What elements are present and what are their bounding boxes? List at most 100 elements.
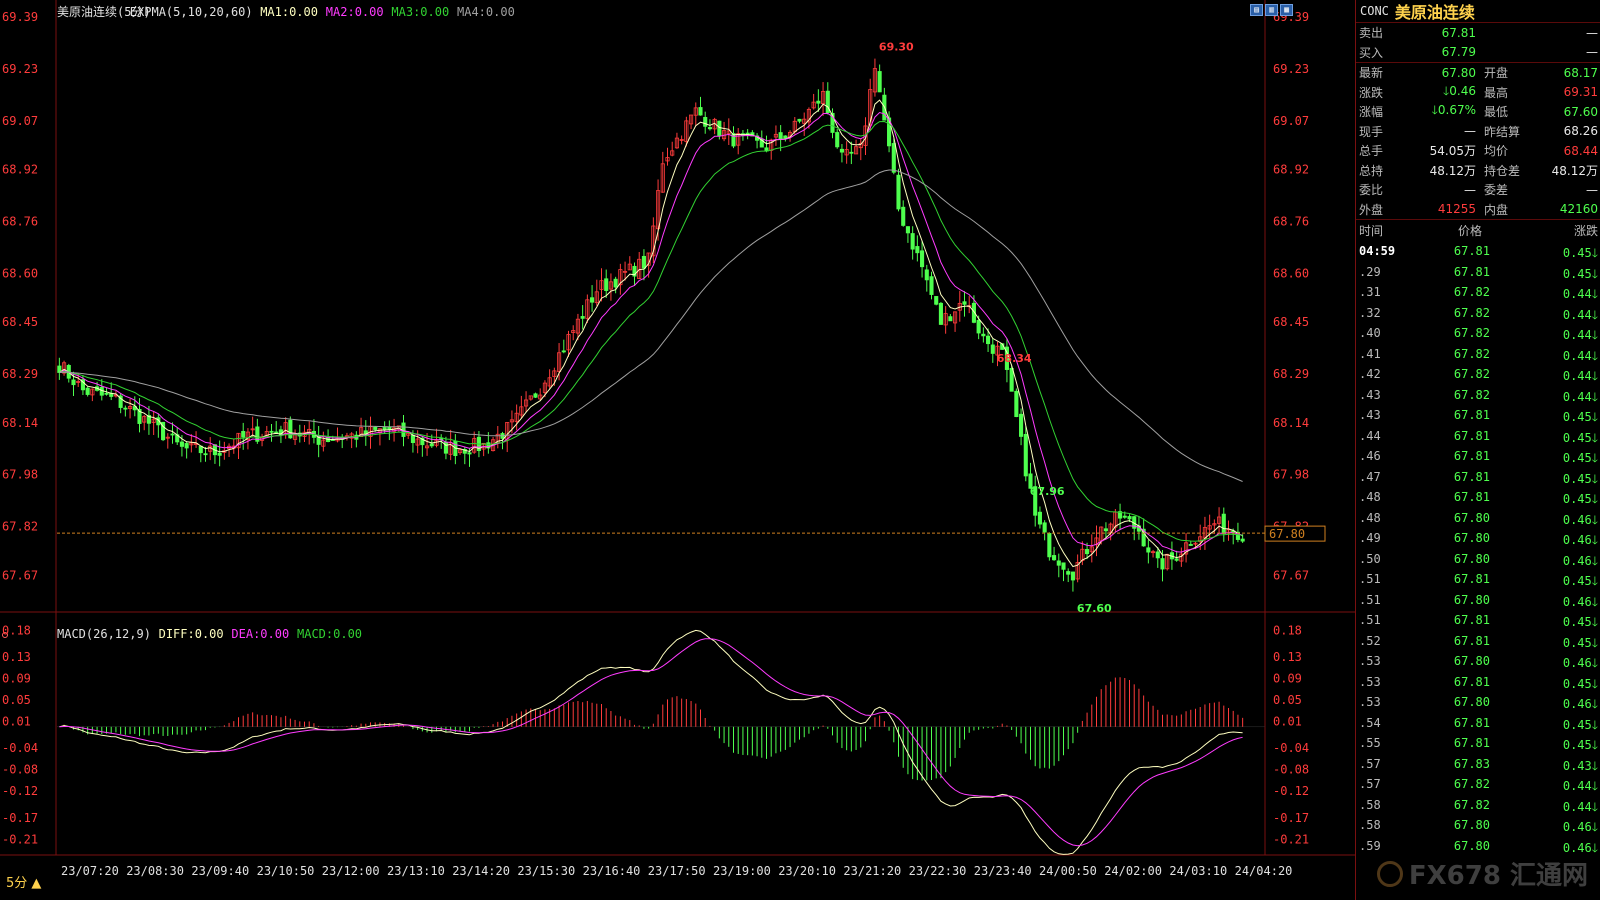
candle <box>1141 528 1146 547</box>
candle <box>1212 523 1217 526</box>
quote-label: 总持 <box>1359 163 1384 178</box>
quote-value: 54.05万 <box>1429 144 1476 159</box>
candle <box>189 442 194 446</box>
candle <box>929 276 934 295</box>
period-button[interactable]: 5分 ▲ <box>6 876 41 891</box>
tick-row: .29 67.81 0.45🡓 <box>1356 261 1600 282</box>
quote-header: CONC 美原油连续 <box>1356 0 1600 23</box>
diff-line <box>59 629 1243 855</box>
kline-chart-area[interactable]: 美原油连续(5分) EXPMA(5,10,20,60) MA1:0.00 MA2:0.… <box>0 0 1355 900</box>
candle <box>76 381 81 383</box>
tick-price: 67.82 <box>1453 387 1490 402</box>
candle <box>868 89 873 126</box>
candle <box>726 130 731 134</box>
candle <box>349 433 354 439</box>
quote-value: 🡓0.67% <box>1431 103 1476 118</box>
candle <box>1009 368 1014 392</box>
tick-row: .32 67.82 0.44🡓 <box>1356 302 1600 323</box>
candle <box>915 246 920 254</box>
quote-label: 涨幅 <box>1359 105 1384 120</box>
macd-header-label: MACD:0.00 <box>297 627 362 641</box>
x-tick: 23/21:20 <box>843 864 901 878</box>
quote-value: — <box>1464 182 1476 197</box>
macd-y-tick-left: -0.08 <box>2 763 38 777</box>
candle <box>920 250 925 268</box>
candle <box>250 428 255 431</box>
candle <box>514 412 519 422</box>
candle <box>62 362 67 374</box>
tick-price: 67.80 <box>1453 818 1490 832</box>
candle <box>1221 513 1226 534</box>
x-tick: 24/04:20 <box>1235 864 1293 878</box>
tick-row: .41 67.82 0.44🡓 <box>1356 343 1600 364</box>
price-annotation: 68.34 <box>997 352 1032 365</box>
tick-time: .41 <box>1359 346 1381 361</box>
candle <box>1019 413 1024 437</box>
tick-change: 0.44🡓 <box>1562 799 1598 814</box>
candle <box>373 426 378 430</box>
tick-time: .54 <box>1359 715 1381 730</box>
quote-value: 69.31 <box>1563 85 1598 100</box>
tick-header-price: 价格 <box>1457 223 1482 238</box>
tick-change: 0.45🡓 <box>1562 492 1598 506</box>
candle <box>627 263 632 271</box>
candle <box>731 133 736 147</box>
tick-list[interactable]: 04:59 67.81 0.45🡓 .29 67.81 0.45🡓 .31 67.82 0.44… <box>1356 240 1600 855</box>
candle <box>854 146 859 155</box>
tick-change: 0.45🡓 <box>1562 471 1598 486</box>
candle <box>170 433 175 436</box>
tick-time: .49 <box>1359 531 1381 545</box>
candle <box>486 442 491 449</box>
tick-row: .47 67.81 0.45🡓 <box>1356 466 1600 487</box>
candle <box>1217 516 1222 524</box>
candle <box>811 101 816 109</box>
price-annotation: 67.96 <box>1030 485 1065 498</box>
kline-chart[interactable]: 美原油连续(5分)EXPMA(5,10,20,60) MA1:0.00 MA2:0.… <box>0 0 1355 900</box>
x-tick: 24/03:10 <box>1169 864 1227 878</box>
candle <box>976 319 981 334</box>
tick-price: 67.81 <box>1453 490 1490 504</box>
candle <box>665 157 670 162</box>
candle <box>858 143 863 149</box>
candle <box>901 206 906 226</box>
toolbar-icon-3[interactable]: ▦ <box>1280 4 1293 16</box>
y-tick-left: 67.82 <box>2 520 38 534</box>
x-tick: 23/23:40 <box>974 864 1032 878</box>
candle <box>1042 522 1047 533</box>
tick-row: .44 67.81 0.45🡓 <box>1356 425 1600 446</box>
toolbar-icon-2[interactable]: ▥ <box>1265 4 1278 16</box>
candle <box>693 107 698 116</box>
candle <box>151 418 156 423</box>
tick-change: 0.46🡓 <box>1562 840 1598 855</box>
tick-row: .51 67.81 0.45🡓 <box>1356 609 1600 630</box>
tick-row: .53 67.80 0.46🡓 <box>1356 691 1600 712</box>
candle <box>458 449 463 454</box>
tick-row: .49 67.80 0.46🡓 <box>1356 527 1600 548</box>
candle <box>1198 536 1203 542</box>
tick-header: 时间 价格 涨跌 <box>1356 219 1600 240</box>
price-annotation: 69.30 <box>879 40 914 53</box>
candle <box>703 116 708 127</box>
candle <box>938 302 943 325</box>
candle <box>1193 542 1198 545</box>
tick-row: .51 67.80 0.46🡓 <box>1356 589 1600 610</box>
y-tick-right: 69.07 <box>1273 114 1309 128</box>
macd-y-tick-right: 0.05 <box>1273 693 1302 707</box>
quote-value: — <box>1586 45 1598 60</box>
tick-row: .43 67.81 0.45🡓 <box>1356 404 1600 425</box>
candle <box>1188 544 1193 546</box>
y-tick-right: 68.45 <box>1273 315 1309 329</box>
macd-y-tick-left: 0.09 <box>2 672 31 686</box>
candle <box>184 443 189 449</box>
tick-price: 67.81 <box>1453 449 1490 463</box>
toolbar-icon-1[interactable]: ▤ <box>1250 4 1263 16</box>
tick-header-time: 时间 <box>1359 223 1384 238</box>
x-tick: 23/07:20 <box>61 864 119 878</box>
x-tick: 24/02:00 <box>1104 864 1162 878</box>
candle <box>1122 515 1127 518</box>
chart-header-label: 美原油连续(5分) <box>57 4 151 19</box>
tick-row: .52 67.81 0.45🡓 <box>1356 630 1600 651</box>
tick-change: 0.44🡓 <box>1562 328 1598 342</box>
macd-y-tick-right: 0.01 <box>1273 714 1302 728</box>
tick-row: .48 67.81 0.45🡓 <box>1356 486 1600 507</box>
